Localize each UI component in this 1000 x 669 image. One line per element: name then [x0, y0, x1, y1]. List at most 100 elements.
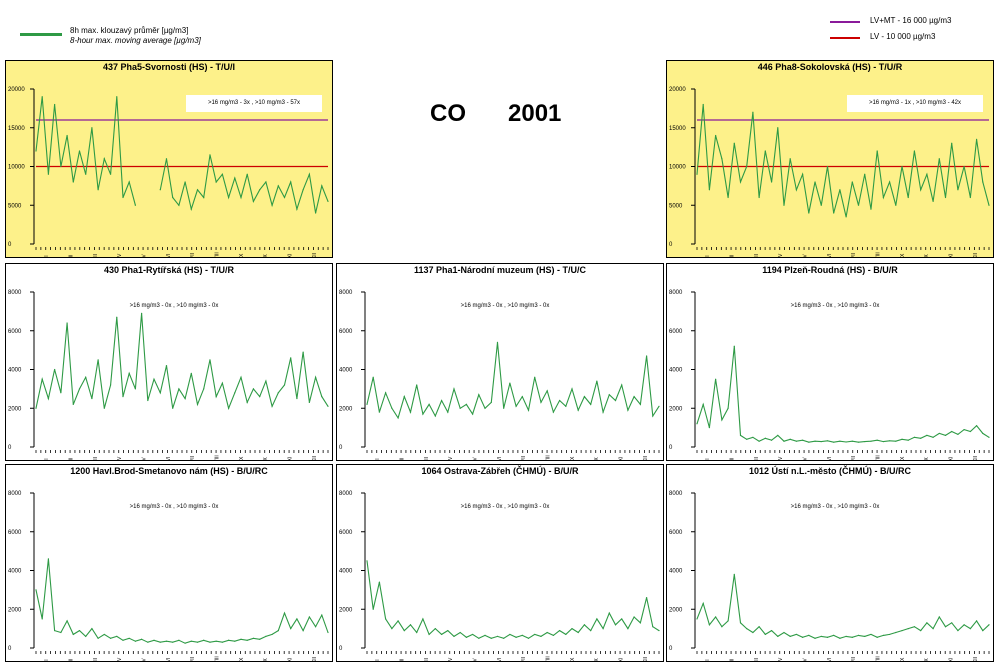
month-label: VII [190, 253, 196, 257]
data-point [857, 634, 860, 637]
data-point [527, 409, 530, 411]
month-label: VIII [215, 252, 221, 257]
data-point [913, 436, 916, 438]
data-point [770, 181, 773, 183]
data-point [428, 403, 430, 405]
data-point [833, 441, 835, 443]
y-tick-label: 6000 [8, 329, 22, 335]
data-point [627, 409, 629, 411]
data-point [47, 397, 50, 400]
data-point [440, 399, 443, 402]
data-point [546, 631, 548, 634]
month-label: XII [973, 456, 979, 460]
data-point [165, 365, 168, 367]
data-point [221, 173, 223, 175]
data-point [190, 208, 192, 210]
data-point [882, 440, 884, 443]
month-label: XII [973, 253, 979, 257]
data-point [975, 138, 978, 140]
month-label: V [473, 457, 479, 460]
data-point [845, 635, 847, 637]
month-label: I [375, 659, 381, 660]
y-tick-label: 4000 [669, 569, 683, 575]
month-label: II [69, 458, 75, 460]
chart-title: 446 Pha8-Sokolovská (HS) - T/U/R [757, 62, 903, 72]
month-label: XI [949, 457, 955, 460]
y-tick-label: 5000 [8, 203, 22, 209]
data-point [496, 341, 499, 343]
data-point [752, 111, 754, 113]
month-label: IV [778, 657, 784, 661]
chart-title: 430 Pha1-Rytířská (HS) - T/U/R [103, 265, 235, 275]
data-point [920, 629, 922, 632]
data-point [209, 641, 211, 643]
exceedance-annotation: >16 mg/m3 - 0x , >10 mg/m3 - 0x [790, 303, 880, 309]
data-point [739, 622, 742, 624]
data-point [397, 417, 399, 419]
data-point [184, 397, 186, 400]
data-point [577, 409, 579, 411]
data-point [913, 626, 916, 628]
lv-legend-label: LV - 10 000 µg/m3 [870, 32, 936, 41]
series-legend-label-cz: 8h max. klouzavý průměr [µg/m3] [70, 26, 189, 35]
data-point [795, 189, 798, 191]
data-point [752, 631, 754, 634]
month-label: XI [949, 658, 955, 661]
data-point [271, 405, 273, 407]
data-point [938, 616, 940, 618]
y-tick-label: 8000 [339, 491, 353, 497]
y-tick-label: 2000 [8, 406, 22, 412]
data-point [409, 624, 412, 626]
data-point [484, 407, 486, 409]
data-point [758, 440, 760, 442]
data-point [814, 637, 816, 639]
series-legend-swatch [20, 33, 62, 36]
y-tick-label: 4000 [8, 569, 22, 575]
month-label: VI [827, 254, 833, 257]
data-point [969, 628, 971, 630]
month-label: I [44, 659, 50, 660]
data-point [702, 103, 704, 106]
y-tick-label: 8000 [669, 290, 683, 296]
data-point [944, 626, 947, 628]
data-point [366, 560, 368, 562]
data-point [715, 378, 717, 380]
chart-title: 1137 Pha1-Národní muzeum (HS) - T/U/C [413, 265, 587, 275]
data-point [583, 624, 586, 626]
data-point [422, 413, 424, 415]
data-point [196, 641, 199, 643]
data-point [178, 388, 180, 390]
data-point [957, 629, 959, 632]
data-point [252, 637, 255, 639]
month-label: IX [900, 456, 906, 460]
data-point [97, 359, 99, 361]
data-point [565, 633, 567, 636]
data-point [652, 626, 654, 628]
data-point [246, 401, 248, 404]
y-tick-label: 0 [8, 646, 12, 652]
series-line [696, 104, 990, 218]
data-point [938, 432, 940, 435]
data-point [227, 639, 230, 641]
month-label: III [93, 658, 99, 661]
data-point [496, 635, 499, 637]
data-point [621, 618, 623, 620]
exceedance-annotation: >16 mg/m3 - 0x , >10 mg/m3 - 0x [460, 303, 550, 309]
data-point [227, 407, 230, 409]
data-point [658, 405, 660, 407]
data-point [789, 438, 791, 440]
data-point [385, 618, 387, 620]
series-line [35, 558, 329, 644]
data-point [845, 216, 847, 218]
month-label: X [263, 457, 269, 460]
month-label: X [924, 457, 930, 460]
data-point [209, 359, 211, 361]
chart-title: 437 Pha5-Svornosti (HS) - T/U/I [102, 62, 236, 72]
month-label: II [400, 458, 406, 460]
chart-title: 1200 Havl.Brod-Smetanovo nám (HS) - B/U/… [70, 466, 268, 476]
data-point [982, 181, 984, 183]
data-point [91, 397, 93, 400]
month-label: IX [239, 456, 245, 460]
